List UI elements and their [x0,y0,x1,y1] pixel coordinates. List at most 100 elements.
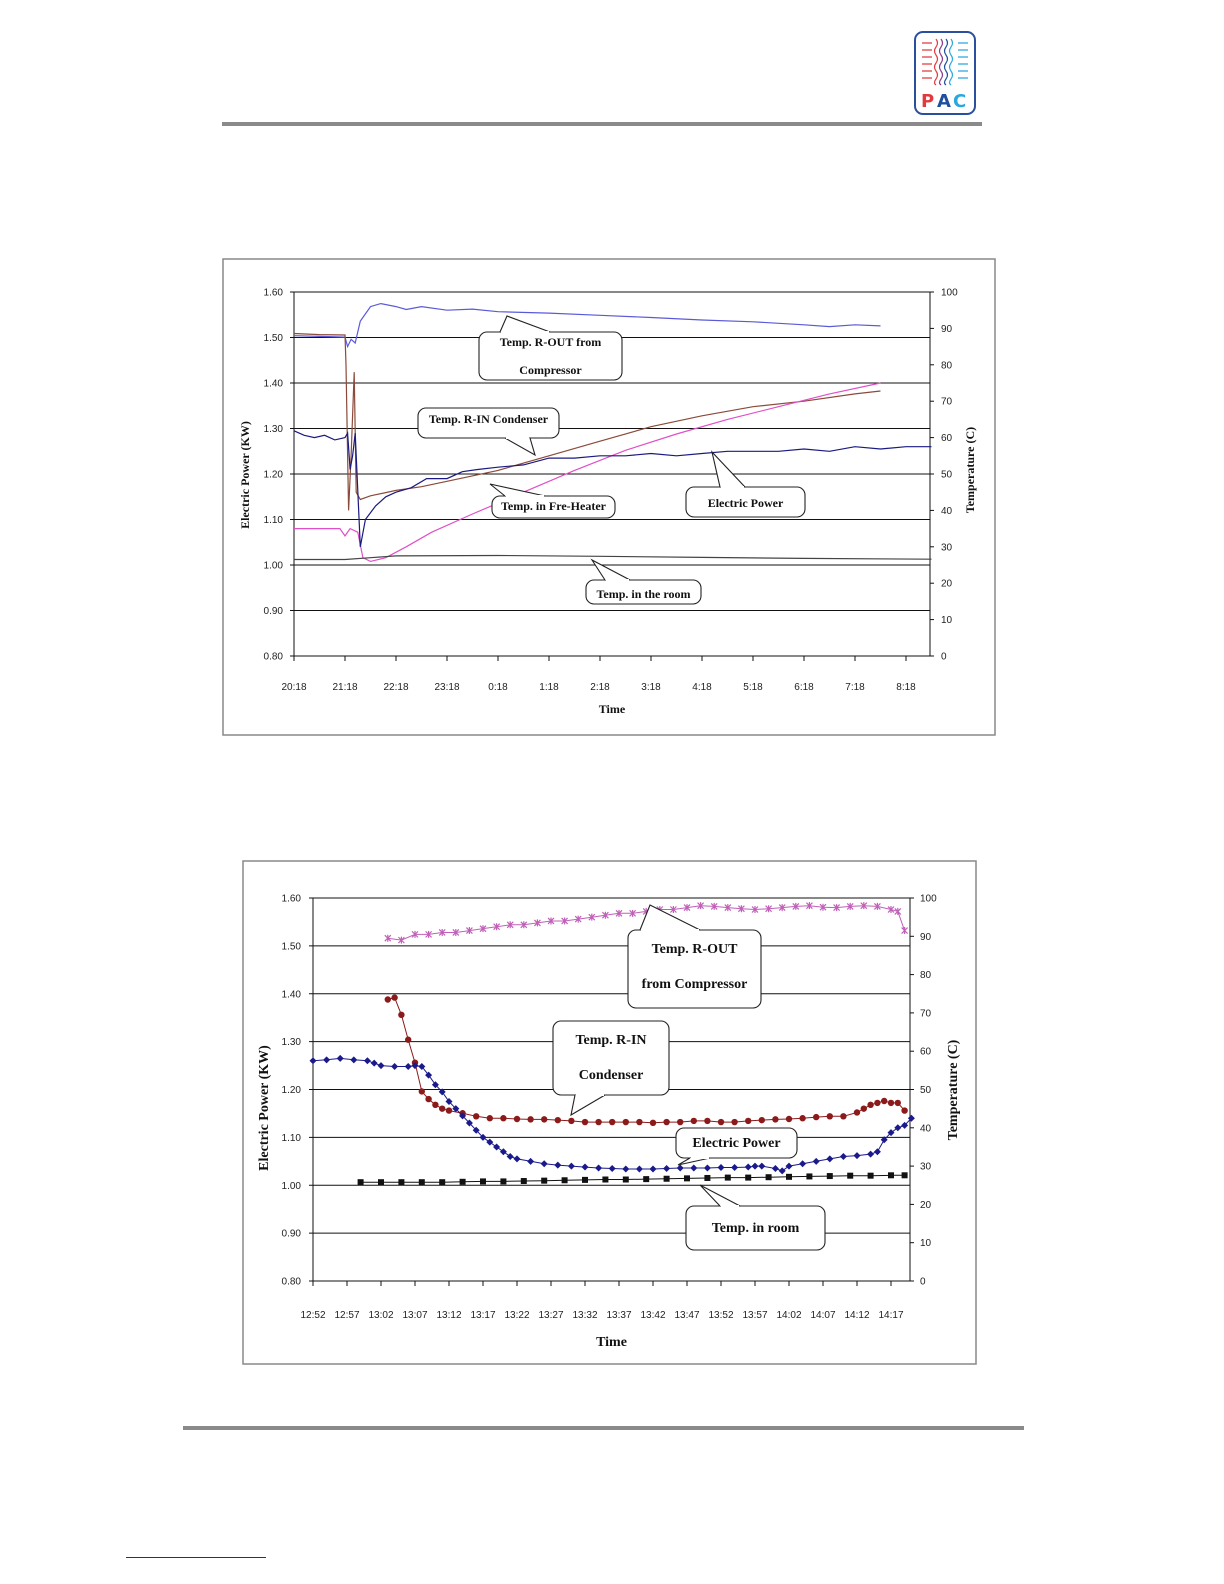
data-point [663,1164,671,1172]
series-electric-power [309,1054,915,1175]
x-tick-label: 22:18 [383,682,408,693]
data-point [438,928,446,936]
data-point [520,1178,527,1185]
data-point [459,1112,467,1120]
x-tick-label: 13:52 [708,1310,733,1321]
callout: Temp. R-IN Condenser [417,407,560,457]
data-point [520,921,528,929]
callout: Electric Power [675,1127,798,1166]
y2-tick-label: 100 [941,288,958,299]
data-point [901,1107,908,1114]
data-point [465,1119,473,1127]
data-point [901,1121,909,1129]
y2-tick-label: 60 [920,1047,932,1058]
data-point [894,1124,902,1132]
data-point [411,930,419,938]
data-point [717,1118,725,1126]
data-point [636,1118,643,1126]
pac-logo: P A C [914,31,976,115]
callout-box [685,486,806,518]
y-tick-label: 1.60 [282,894,302,905]
y-tick-label: 1.10 [264,515,284,526]
data-point [574,915,582,923]
data-point [602,1176,609,1183]
x-tick-label: 6:18 [794,682,814,693]
x-tick-label: 12:57 [334,1310,359,1321]
data-point [405,1036,412,1043]
data-point [873,902,881,910]
callout-pointer [699,1184,741,1207]
y2-tick-label: 10 [941,615,953,626]
data-point [452,1105,460,1113]
data-point [527,1116,534,1123]
data-point [846,902,854,910]
x-tick-label: 3:18 [641,682,661,693]
y-tick-label: 1.00 [264,561,284,572]
data-point [540,1160,548,1168]
callout-label: Temp. in the room [596,587,690,601]
callout: Electric Power [685,450,806,518]
x-tick-label: 13:07 [402,1310,427,1321]
y2-tick-label: 40 [920,1123,932,1134]
data-point [635,1165,643,1173]
data-point [425,930,433,938]
data-point [826,1173,833,1180]
data-point [465,927,473,935]
callout: Temp. in room [685,1184,826,1251]
data-point [418,1179,425,1186]
data-point [880,1136,888,1144]
x-tick-label: 23:18 [434,682,459,693]
data-point [500,1178,507,1185]
y2-tick-label: 80 [920,970,932,981]
data-point [581,1118,589,1126]
logo-letter: C [953,91,966,112]
chart-2: 0.80 0.90 1.00 1.10 1.20 1.30 1.40 1.50 1.60 0 10 2… [242,860,977,1365]
x-tick-label: 20:18 [281,682,306,693]
data-point [826,1113,833,1120]
data-point [384,934,392,942]
data-point [724,904,732,912]
data-point [839,1153,847,1161]
data-point [676,1164,684,1172]
data-point [751,905,759,913]
y-tick-label: 1.30 [282,1037,302,1048]
callout-label: from Compressor [642,977,748,992]
data-point [398,1179,405,1186]
y2-tick-label: 40 [941,506,953,517]
x-tick-label: 13:57 [742,1310,767,1321]
data-point [554,1116,561,1124]
callout-label: Temp. R-OUT from [500,335,601,349]
data-point [847,1172,854,1179]
callout: Temp. R-OUT from Compressor [627,904,762,1009]
data-point [629,909,637,917]
data-point [479,1133,487,1141]
data-point [704,1117,711,1125]
data-point [737,905,745,913]
callout: Temp. R-OUT from Compressor [478,315,623,381]
y-tick-label: 0.80 [264,652,284,663]
series-line [293,302,881,349]
data-point [710,902,718,910]
callout-pointer [489,483,546,497]
data-point [867,1150,875,1158]
y2-tick-label: 10 [920,1238,932,1249]
data-point [772,1116,779,1123]
data-point [609,1118,616,1126]
y-tick-label: 1.30 [264,424,284,435]
data-point [568,1117,575,1125]
data-point [894,1099,901,1107]
data-point [887,1099,895,1107]
data-point [622,1165,630,1173]
callout-pointer [639,904,701,931]
x-tick-label: 13:42 [640,1310,665,1321]
y2-tick-label: 50 [920,1085,932,1096]
data-point [894,907,902,915]
callout-pointer [504,437,536,457]
data-point [479,925,487,933]
data-point [601,911,609,919]
data-point [901,927,909,935]
data-point [459,1178,466,1185]
callout-label: Electric Power [692,1136,780,1151]
x-axis-title: Time [596,1335,627,1350]
data-point [588,913,596,921]
